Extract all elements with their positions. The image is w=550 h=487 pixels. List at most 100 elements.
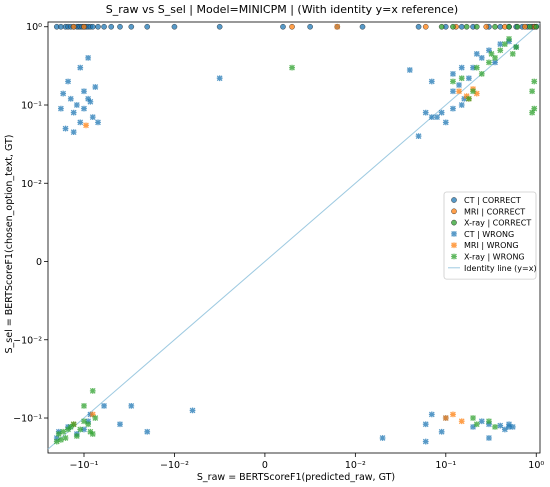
identity-line [47,23,541,450]
data-point [488,51,495,57]
data-point [379,435,386,441]
data-point [117,421,123,428]
data-point [463,23,470,30]
data-point [442,415,449,421]
data-point [73,433,80,439]
data-point [509,424,516,430]
x-axis-label: S_raw = BERTScoreF1(predicted_raw, GT) [197,472,395,483]
data-point [359,23,366,30]
data-point [450,88,456,95]
data-point [486,418,492,425]
data-point [486,47,492,54]
y-tick-label: 0 [36,257,42,268]
data-point [81,418,87,425]
data-point [497,422,504,429]
data-point [486,435,492,441]
data-point [473,23,480,30]
legend-swatch [451,219,457,226]
data-point [92,415,99,421]
data-point [89,114,96,121]
data-point [87,98,94,105]
data-point [189,407,196,414]
data-point [415,23,422,30]
data-point [506,23,512,30]
data-point [428,411,435,418]
data-point [450,78,456,85]
data-point [62,125,69,132]
data-point [456,82,462,88]
data-point [216,75,223,82]
legend-label: X-ray | CORRECT [464,219,531,228]
data-point [67,95,74,102]
data-point [492,424,498,430]
data-point [478,55,485,61]
data-point [422,109,429,116]
data-point [53,438,60,445]
data-point [478,418,485,425]
y-tick-label: 10⁻² [21,179,42,190]
data-point [128,23,135,30]
data-point [463,93,470,99]
data-point [83,122,89,129]
data-point [144,23,151,30]
series-x-ray-wrong [53,35,538,445]
legend: CT | CORRECT MRI | CORRECT X-ray | CORRECT… [443,191,537,280]
data-point [478,70,485,77]
data-point [67,424,74,430]
data-point [428,114,435,121]
legend-swatch [451,253,457,260]
data-point [65,78,71,85]
legend-swatch [451,231,457,237]
legend-label: CT | CORRECT [464,196,521,205]
data-point [85,418,92,425]
y-tick-label: 10⁻¹ [21,101,42,112]
data-point [81,23,87,30]
data-point [101,23,107,30]
data-point [422,421,429,428]
data-point [492,59,498,66]
data-point [55,431,62,437]
data-point [450,105,456,112]
data-point [89,411,96,418]
data-point [483,23,490,30]
data-point [506,421,512,428]
data-point [334,23,341,30]
data-point [473,64,480,71]
data-point [70,23,77,30]
data-point [81,426,87,433]
data-point [497,47,504,54]
data-point [470,415,476,421]
data-point [58,436,64,443]
data-point [492,55,498,61]
legend-box [443,191,537,280]
legend-label: X-ray | WRONG [464,253,525,262]
x-tick-label: 10⁻² [345,460,366,471]
data-point [473,51,480,57]
data-point [527,23,533,30]
data-point [92,84,99,90]
data-point [458,75,465,82]
data-point [492,23,498,30]
data-point [307,23,313,30]
data-point [502,41,508,47]
data-point [81,105,87,112]
data-point [171,23,178,30]
data-point [529,88,535,95]
x-tick-label: −10⁻¹ [70,460,99,471]
chart-title: S_raw vs S_sel | Model=MINICPM | (With i… [106,3,458,16]
data-point [514,23,521,30]
y-tick-label: −10⁻¹ [13,414,42,425]
data-point [81,403,87,409]
data-point [529,109,535,116]
data-point [415,133,422,140]
data-point [53,435,60,441]
data-point [458,102,465,108]
plot-frame [47,21,541,454]
data-point [450,411,456,418]
x-tick-label: 10⁰ [528,460,544,471]
data-point [62,435,69,441]
data-point [486,59,492,66]
data-point [450,23,456,30]
data-point [458,64,465,71]
